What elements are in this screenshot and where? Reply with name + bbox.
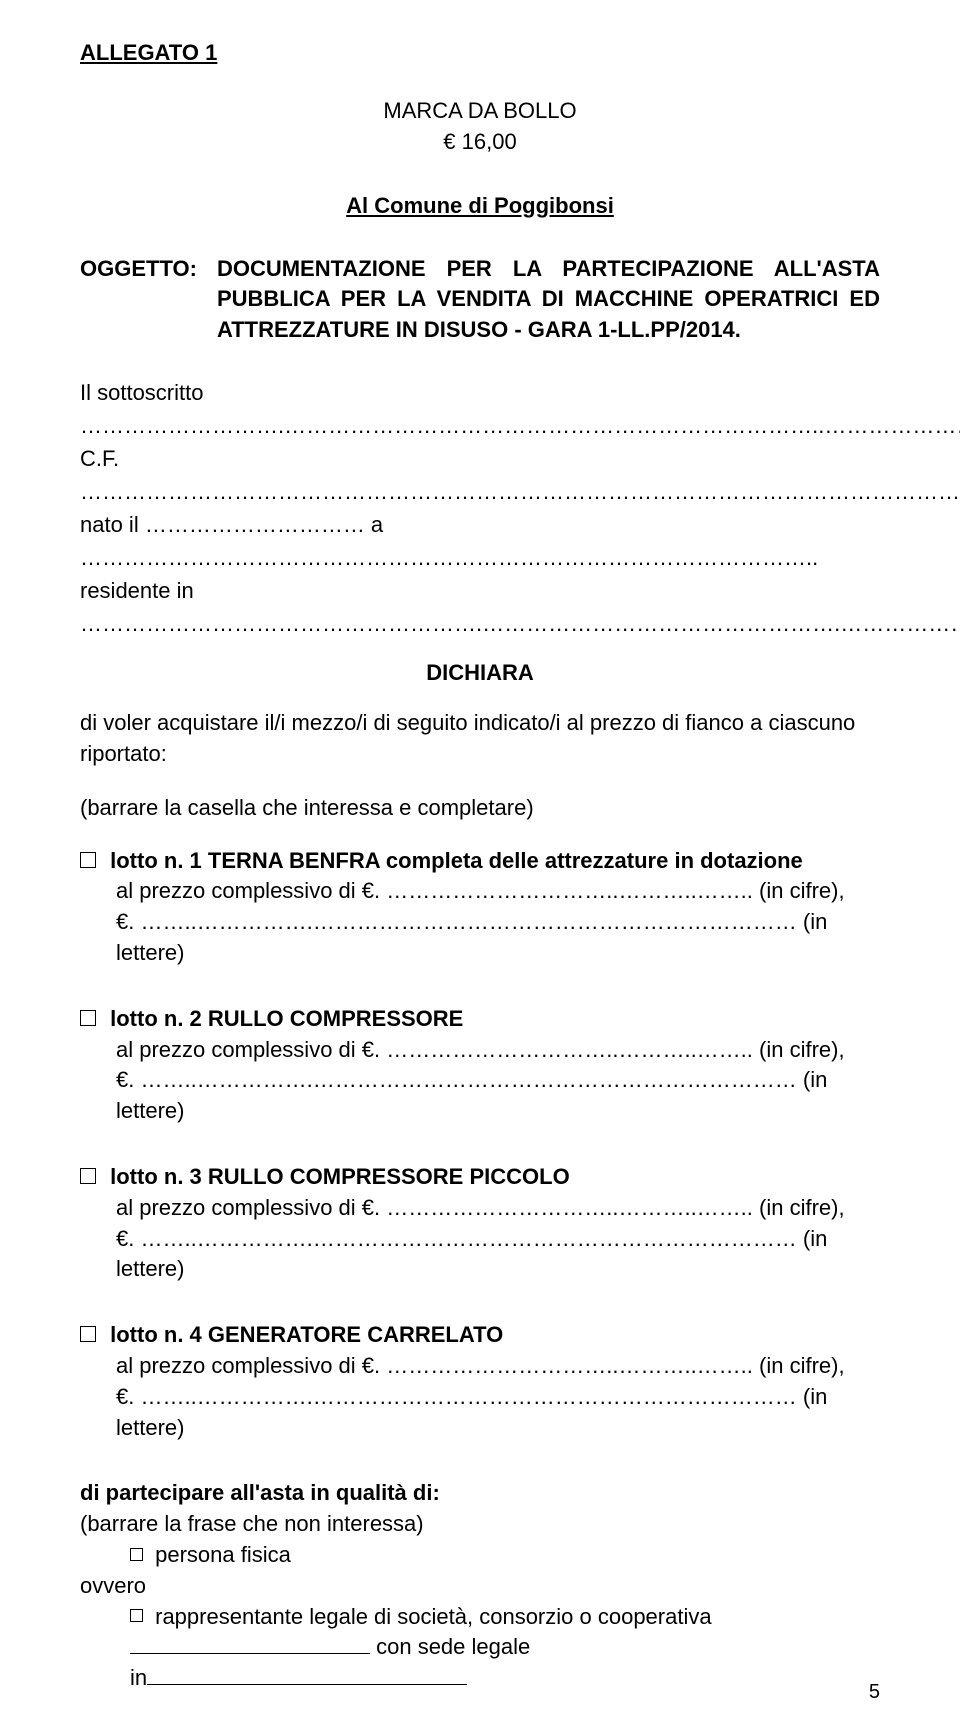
sottoscritto-l4: residente in ……………………………………………….………………………: [80, 574, 880, 640]
ovvero-line: ovvero: [80, 1571, 880, 1602]
lotto-1-head: lotto n. 1 TERNA BENFRA completa delle a…: [80, 846, 880, 877]
lotto-3-title: lotto n. 3 RULLO COMPRESSORE PICCOLO: [110, 1164, 570, 1189]
dichiara-heading: DICHIARA: [80, 660, 880, 686]
lotto-2-head: lotto n. 2 RULLO COMPRESSORE: [80, 1004, 880, 1035]
lotto-3-lettere: €. ……..…………….………………………………………………………… (in …: [80, 1224, 880, 1286]
blank-line[interactable]: [130, 1632, 370, 1654]
lotto-1-lettere: €. ……..…………….………………………………………………………… (in …: [80, 907, 880, 969]
lotto-block-3: lotto n. 3 RULLO COMPRESSORE PICCOLO al …: [80, 1162, 880, 1285]
oggetto-label: OGGETTO:: [80, 254, 217, 346]
opt1-label: persona fisica: [155, 1542, 291, 1567]
page-number: 5: [869, 1681, 880, 1704]
oggetto-block: OGGETTO: DOCUMENTAZIONE PER LA PARTECIPA…: [80, 254, 880, 346]
lotto-block-1: lotto n. 1 TERNA BENFRA completa delle a…: [80, 846, 880, 969]
partecipare-block: di partecipare all'asta in qualità di: (…: [80, 1478, 880, 1694]
checkbox-icon[interactable]: [80, 1326, 96, 1342]
checkbox-icon[interactable]: [80, 1010, 96, 1026]
allegato-title: ALLEGATO 1: [80, 40, 880, 66]
lotto-4-title: lotto n. 4 GENERATORE CARRELATO: [110, 1322, 503, 1347]
partecipare-note: (barrare la frase che non interessa): [80, 1509, 880, 1540]
lotto-3-head: lotto n. 3 RULLO COMPRESSORE PICCOLO: [80, 1162, 880, 1193]
in-line: in: [80, 1663, 880, 1694]
sottoscritto-l1: Il sottoscritto ……………………….………………………………………: [80, 376, 880, 442]
sottoscritto-block: Il sottoscritto ……………………….………………………………………: [80, 376, 880, 640]
lotto-2-title: lotto n. 2 RULLO COMPRESSORE: [110, 1006, 463, 1031]
checkbox-icon[interactable]: [80, 1168, 96, 1184]
oggetto-text: DOCUMENTAZIONE PER LA PARTECIPAZIONE ALL…: [217, 254, 880, 346]
checkbox-icon[interactable]: [130, 1609, 143, 1622]
document-page: ALLEGATO 1 MARCA DA BOLLO € 16,00 Al Com…: [0, 0, 960, 1724]
opt-persona-fisica: persona fisica: [80, 1540, 880, 1571]
lotto-block-4: lotto n. 4 GENERATORE CARRELATO al prezz…: [80, 1320, 880, 1443]
lotto-4-lettere: €. ……..…………….………………………………………………………… (in …: [80, 1382, 880, 1444]
opt-rappresentante: rappresentante legale di società, consor…: [80, 1602, 880, 1664]
checkbox-icon[interactable]: [130, 1548, 143, 1561]
barrare-note: (barrare la casella che interessa e comp…: [80, 795, 880, 821]
checkbox-icon[interactable]: [80, 852, 96, 868]
sottoscritto-l3: nato il ………………………… a ……………………………………………………: [80, 508, 880, 574]
bollo-line2: € 16,00: [80, 127, 880, 158]
lotto-4-prezzo: al prezzo complessivo di €. …………………………..…: [80, 1351, 880, 1382]
lotto-block-2: lotto n. 2 RULLO COMPRESSORE al prezzo c…: [80, 1004, 880, 1127]
bollo-line1: MARCA DA BOLLO: [80, 96, 880, 127]
partecipare-heading: di partecipare all'asta in qualità di:: [80, 1478, 880, 1509]
lotto-1-title: lotto n. 1 TERNA BENFRA completa delle a…: [110, 848, 803, 873]
lotto-2-prezzo: al prezzo complessivo di €. …………………………..…: [80, 1035, 880, 1066]
opt2-post: con sede legale: [370, 1634, 530, 1659]
recipient-line: Al Comune di Poggibonsi: [80, 193, 880, 219]
marca-da-bollo: MARCA DA BOLLO € 16,00: [80, 96, 880, 158]
sottoscritto-l2: C.F. ………………………………………………………………………………………………: [80, 442, 880, 508]
acquistare-text: di voler acquistare il/i mezzo/i di segu…: [80, 708, 880, 770]
blank-line[interactable]: [147, 1663, 467, 1685]
lotto-2-lettere: €. ……..…………….………………………………………………………… (in …: [80, 1065, 880, 1127]
lotto-4-head: lotto n. 4 GENERATORE CARRELATO: [80, 1320, 880, 1351]
opt2-pre: rappresentante legale di società, consor…: [155, 1604, 711, 1629]
in-label: in: [130, 1665, 147, 1690]
lotto-1-prezzo: al prezzo complessivo di €. …………………………..…: [80, 876, 880, 907]
lotto-3-prezzo: al prezzo complessivo di €. …………………………..…: [80, 1193, 880, 1224]
